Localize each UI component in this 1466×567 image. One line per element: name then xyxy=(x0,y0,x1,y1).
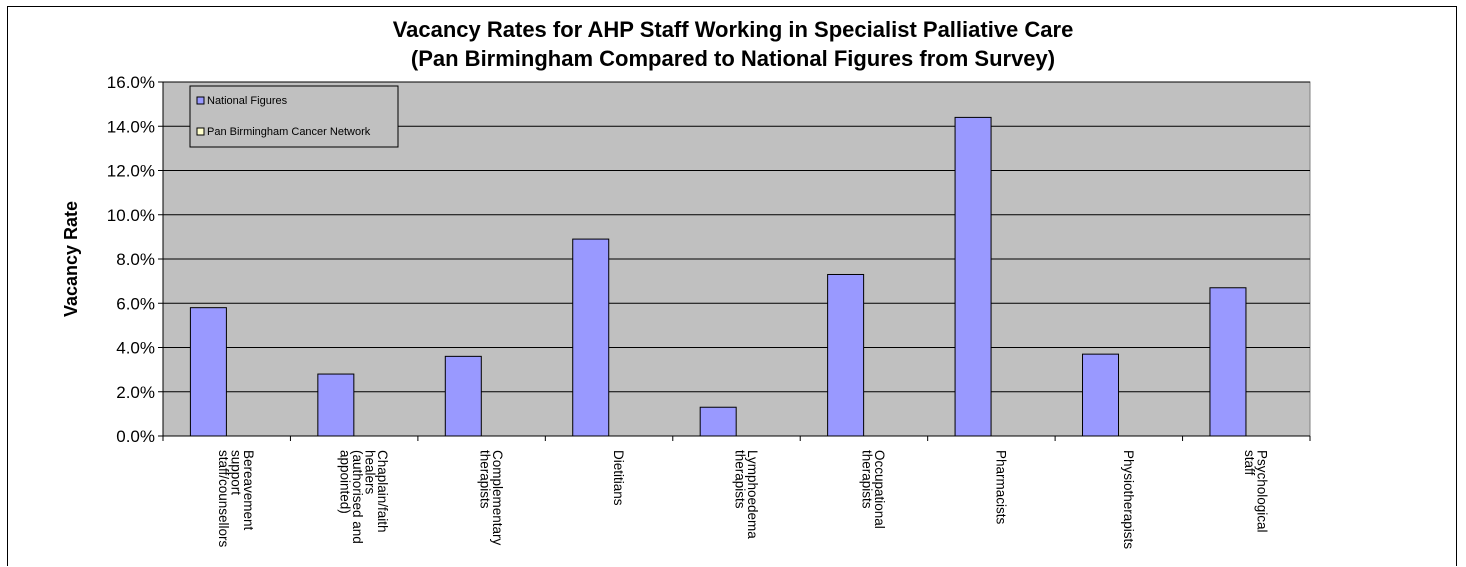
bar-national xyxy=(444,355,482,437)
x-category-label-line: staff xyxy=(1242,450,1257,476)
y-tick-label: 2.0% xyxy=(116,383,155,402)
x-category-label-line: appointed) xyxy=(337,450,352,514)
x-category-label-line: (authorised and xyxy=(350,450,365,544)
x-category-label-line: Lymphoedema xyxy=(745,450,760,539)
legend-label-national: National Figures xyxy=(207,95,288,107)
chart-title-line-1: Vacancy Rates for AHP Staff Working in S… xyxy=(393,17,1074,42)
x-category-label-line: Psychological xyxy=(1255,450,1270,533)
legend-swatch-pan-birmingham xyxy=(196,127,205,136)
bar-national xyxy=(572,238,610,437)
legend-box xyxy=(189,85,399,148)
y-tick-label: 8.0% xyxy=(116,250,155,269)
x-category-label-line: Complementary xyxy=(490,450,505,546)
axes xyxy=(158,81,1311,441)
x-category-label-line: therapists xyxy=(860,450,875,509)
x-category-label: Pharmacists xyxy=(993,450,1008,525)
bar-national xyxy=(1082,353,1120,437)
bar-national xyxy=(317,373,355,437)
y-tick-label: 14.0% xyxy=(107,117,155,136)
x-category-label: Dietitians xyxy=(611,450,626,506)
x-category-label-line: Pharmacists xyxy=(993,450,1008,525)
x-category-label-line: support xyxy=(229,450,244,495)
x-category-label: Physiotherapists xyxy=(1121,450,1136,549)
legend-swatch-national xyxy=(196,96,205,105)
bars xyxy=(189,116,1247,437)
y-axis-label: Vacancy Rate xyxy=(61,201,81,317)
chart-frame xyxy=(7,6,1457,566)
legend-label-pan-birmingham: Pan Birmingham Cancer Network xyxy=(207,126,371,138)
legend: National Figures Pan Birmingham Cancer N… xyxy=(189,85,399,148)
bar-national xyxy=(189,307,227,437)
y-tick-label: 0.0% xyxy=(116,427,155,446)
x-category-label-line: staff/counsellors xyxy=(216,450,231,548)
x-category-label-line: therapists xyxy=(477,450,492,509)
y-tick-labels: 0.0% 2.0% 4.0% 6.0% 8.0% 10.0% 12.0% 14.0% 16.0% xyxy=(107,73,155,446)
x-category-label-line: therapists xyxy=(732,450,747,509)
bar-national xyxy=(1209,287,1247,437)
y-tick-label: 4.0% xyxy=(116,339,155,358)
x-category-label-line: Physiotherapists xyxy=(1121,450,1136,549)
x-category-label-line: Occupational xyxy=(872,450,887,529)
chart-title-line-2: (Pan Birmingham Compared to National Fig… xyxy=(411,46,1055,71)
x-category-label-line: Chaplain/faith xyxy=(375,450,390,533)
bar-national xyxy=(954,116,992,437)
y-tick-label: 6.0% xyxy=(116,294,155,313)
x-category-label-line: healers xyxy=(362,450,377,495)
bar-national xyxy=(827,273,865,437)
y-tick-label: 16.0% xyxy=(107,73,155,92)
x-category-label-line: Dietitians xyxy=(611,450,626,506)
x-category-label-line: Bereavement xyxy=(241,450,256,531)
y-tick-label: 10.0% xyxy=(107,206,155,225)
y-tick-label: 12.0% xyxy=(107,162,155,181)
bar-national xyxy=(699,406,737,437)
